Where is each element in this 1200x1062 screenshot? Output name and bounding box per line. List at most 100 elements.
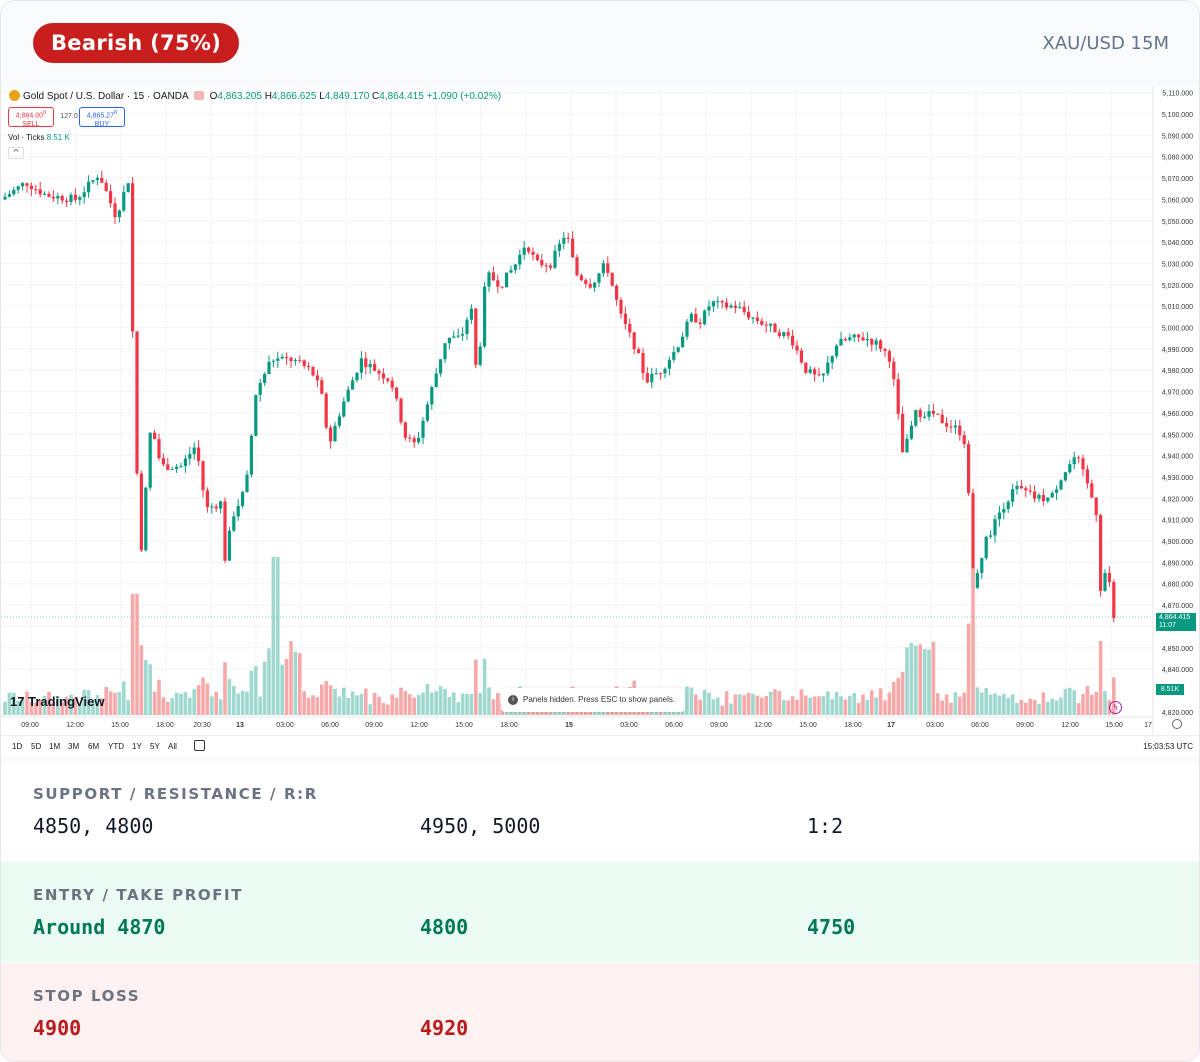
candle-body (1063, 472, 1067, 481)
volume-bar (412, 697, 416, 715)
candle-body (733, 305, 737, 308)
candle-body (117, 210, 121, 218)
candle-body (417, 437, 421, 443)
volume-bar (729, 703, 733, 715)
volume-bar (966, 623, 971, 715)
range-6m[interactable]: 6M (88, 742, 100, 751)
candle-body (808, 369, 812, 373)
volume-bar (324, 680, 328, 715)
stop-loss-1-value: 4900 (33, 1016, 82, 1040)
candle-body (725, 302, 729, 308)
candle-body (518, 254, 522, 265)
candle-body (729, 305, 733, 308)
range-5y[interactable]: 5Y (150, 742, 160, 751)
range-3m[interactable]: 3M (68, 742, 80, 751)
candle-body (1011, 489, 1015, 502)
candle-body (579, 275, 583, 281)
candle-body (188, 454, 192, 459)
candle-body (799, 350, 803, 363)
range-1d[interactable]: 1D (12, 742, 23, 751)
candle-body (694, 313, 698, 323)
candle-body (804, 362, 808, 373)
candle-body (161, 458, 165, 465)
volume-bar (874, 697, 878, 715)
visibility-icon[interactable] (193, 91, 204, 100)
price-chart[interactable]: 5,110.000 5,100.000 5,090.000 5,080.000 5,07… (1, 87, 1200, 757)
candle-body (346, 389, 350, 402)
time-axis-label: 12:00 (754, 722, 772, 729)
time-axis-label: 03:00 (620, 722, 638, 729)
candle-body (703, 310, 707, 325)
candle-body (403, 422, 407, 438)
volume-bar (148, 664, 152, 715)
candle-body (109, 191, 113, 204)
range-1y[interactable]: 1Y (132, 742, 142, 751)
volume-bar (130, 593, 135, 715)
range-5d[interactable]: 5D (31, 742, 42, 751)
candle-body (509, 270, 513, 273)
price-axis-label: 4,920.000 (1162, 496, 1193, 503)
range-1m[interactable]: 1M (49, 742, 61, 751)
volume-bar (214, 691, 218, 715)
candle-body (685, 321, 689, 337)
volume-bar (271, 557, 276, 715)
candle-body (830, 356, 834, 363)
price-axis-label: 4,930.000 (1162, 475, 1193, 482)
buy-button[interactable]: 4,865.270 BUY (79, 107, 125, 128)
candle-body (148, 432, 152, 488)
volume-bar (962, 692, 966, 715)
volume-bar (918, 644, 922, 715)
volume-bar (1094, 692, 1098, 715)
candle-body (1033, 491, 1037, 499)
candle-body (364, 358, 368, 368)
candle-body (522, 247, 526, 255)
range-ytd[interactable]: YTD (108, 742, 124, 751)
candle-body (914, 410, 918, 426)
volume-bar (883, 700, 887, 715)
lightning-icon[interactable]: ϟ (1109, 701, 1122, 714)
candle-body (1019, 485, 1023, 489)
levels-section: SUPPORT / RESISTANCE / R:R 4850, 4800 49… (1, 761, 1199, 861)
price-axis-label: 5,090.000 (1162, 133, 1193, 140)
volume-bar (848, 695, 852, 715)
tv-mark-icon: 17 (10, 694, 25, 709)
candle-body (628, 324, 632, 333)
stop-loss-section: STOP LOSS 4900 4920 (1, 963, 1199, 1061)
candlestick-chart[interactable]: 5,110.000 5,100.000 5,090.000 5,080.000 5,07… (1, 87, 1200, 757)
volume-bar (1002, 693, 1006, 715)
volume-bar (196, 685, 201, 715)
volume-bar (267, 648, 271, 715)
volume-bar (144, 660, 148, 715)
volume-bar (12, 692, 16, 715)
candle-body (813, 369, 817, 375)
sell-button[interactable]: 4,864.000 SELL (8, 107, 54, 128)
candle-body (755, 317, 759, 322)
candle-body (1059, 480, 1063, 490)
candle-body (1050, 492, 1054, 498)
collapse-chevron-icon[interactable]: ^ (8, 147, 24, 159)
volume-bar (826, 691, 830, 715)
candle-body (412, 438, 416, 443)
range-all[interactable]: All (168, 742, 177, 751)
candle-body (566, 237, 570, 239)
volume-bar (276, 557, 280, 715)
candle-body (307, 365, 311, 367)
volume-bar (100, 698, 104, 715)
candle-body (236, 505, 240, 517)
candle-body (747, 311, 751, 318)
time-axis-label: 17 (887, 722, 895, 729)
calendar-icon[interactable] (194, 740, 205, 751)
candle-body (487, 272, 491, 287)
settings-gear-icon[interactable] (1172, 719, 1182, 729)
volume-bar (746, 692, 751, 715)
volume-bar (716, 697, 720, 715)
candle-body (654, 373, 658, 375)
volume-bar (936, 693, 940, 715)
levels-label: SUPPORT / RESISTANCE / R:R (33, 785, 318, 803)
candle-body (104, 182, 108, 192)
time-axis-label: 15:00 (455, 722, 473, 729)
candle-body (641, 353, 645, 374)
volume-bar (702, 689, 707, 715)
volume-bar (1054, 700, 1059, 715)
utc-clock[interactable]: 15:03:53 UTC (1143, 742, 1193, 751)
